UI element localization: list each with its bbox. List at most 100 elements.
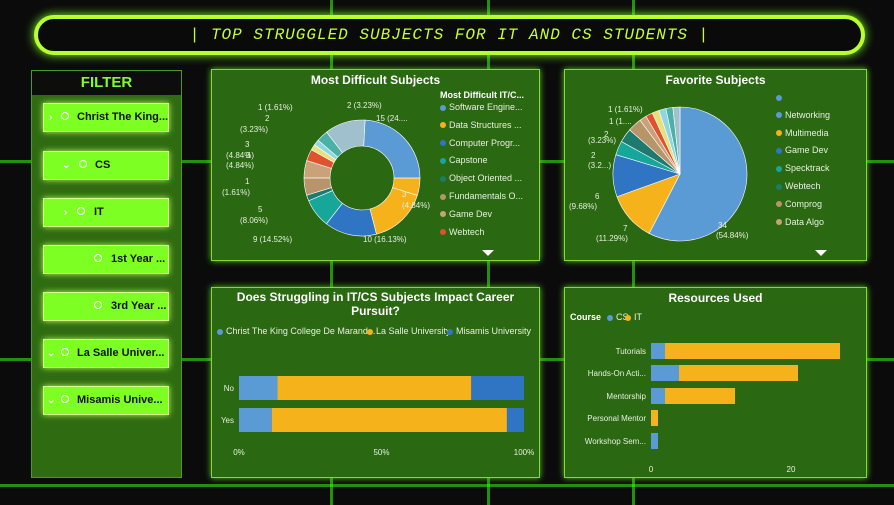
- axis-tick-label: 50%: [373, 448, 389, 457]
- bar-segment[interactable]: [651, 410, 658, 426]
- legend-entry[interactable]: Webtech: [440, 227, 484, 237]
- bar-segment[interactable]: [651, 365, 679, 381]
- legend-marker: [776, 112, 782, 119]
- legend-entry[interactable]: Specktrack: [776, 163, 830, 173]
- legend-marker: [440, 211, 446, 218]
- legend-entry[interactable]: Networking: [776, 110, 830, 120]
- legend-entry[interactable]: Computer Progr...: [440, 138, 520, 148]
- most-difficult-legend-title: Most Difficult IT/C...: [440, 90, 524, 100]
- chevron-right-icon[interactable]: ›: [64, 207, 68, 218]
- radio-circle-icon[interactable]: [94, 301, 102, 309]
- slicer-item[interactable]: › IT: [43, 198, 169, 227]
- legend-label: CS: [616, 312, 629, 322]
- pie-slice[interactable]: [326, 119, 366, 154]
- career-impact-bar-chart[interactable]: No Yes 0% 50% 100%: [212, 288, 541, 479]
- bar-segment[interactable]: [651, 388, 665, 404]
- bar-segment[interactable]: [239, 376, 278, 400]
- bar-segment[interactable]: [665, 343, 840, 359]
- data-label: 3: [245, 140, 250, 149]
- legend-entry[interactable]: Software Engine...: [440, 102, 523, 112]
- axis-tick-label: 20: [787, 465, 796, 474]
- slicer-item[interactable]: ⌄ Misamis Unive...: [43, 386, 169, 415]
- data-label: (54.84%): [716, 231, 749, 240]
- slicer-item[interactable]: 3rd Year ...: [43, 292, 169, 321]
- bar-segment[interactable]: [239, 408, 272, 432]
- slicer-item-label: 1st Year ...: [111, 253, 166, 265]
- pie-slice[interactable]: [672, 106, 681, 175]
- data-label: (3.2...): [588, 161, 611, 170]
- legend-marker: [440, 104, 446, 111]
- legend-entry[interactable]: Game Dev: [440, 209, 492, 219]
- legend-label: Object Oriented ...: [449, 173, 523, 184]
- bar-segment[interactable]: [679, 365, 798, 381]
- resources-used-bar-chart[interactable]: Tutorials Hands-On Acti... Mentorship Perso…: [565, 288, 868, 479]
- bar-segment[interactable]: [506, 408, 524, 432]
- legend-scroll-down-icon[interactable]: [815, 250, 827, 256]
- bar-segment[interactable]: [271, 408, 507, 432]
- pie-slice[interactable]: [369, 187, 418, 235]
- legend-entry[interactable]: Misamis University: [447, 326, 531, 336]
- dashboard-title-bar: | TOP STRUGGLED SUBJECTS FOR IT AND CS S…: [34, 15, 865, 55]
- legend-entry[interactable]: Data Structures ...: [440, 120, 522, 130]
- chevron-down-icon[interactable]: ⌄: [47, 395, 56, 406]
- legend-label: Webtech: [785, 181, 821, 191]
- legend-entry[interactable]: CS: [607, 312, 629, 322]
- bar-segment[interactable]: [665, 388, 735, 404]
- category-label: Yes: [221, 416, 234, 425]
- favorite-subjects-pie-chart[interactable]: 1 (1.61%)1 (1....2(3.23%)2(3.2...)6(9.68…: [565, 70, 868, 262]
- category-label: Personal Mentor: [587, 414, 646, 423]
- slicer-item[interactable]: 1st Year ...: [43, 245, 169, 274]
- slicer-item-label: IT: [94, 206, 104, 218]
- legend-marker: [440, 158, 446, 165]
- radio-circle-icon[interactable]: [77, 207, 85, 215]
- legend-entry[interactable]: Object Oriented ...: [440, 173, 522, 183]
- slicer-item-label: Christ The King...: [77, 111, 169, 123]
- legend-scroll-down-icon[interactable]: [482, 250, 494, 256]
- legend-label: Software Engine...: [449, 102, 523, 112]
- legend-marker: [447, 328, 453, 335]
- most-difficult-donut-chart[interactable]: 2 (3.23%)15 (24....3(4.84%)10 (16.13%)9 …: [212, 70, 541, 262]
- radio-circle-icon[interactable]: [79, 160, 87, 168]
- slicer-item[interactable]: ⌄ La Salle Univer...: [43, 339, 169, 368]
- chevron-down-icon[interactable]: ⌄: [62, 160, 71, 171]
- bar-segment[interactable]: [651, 433, 658, 449]
- axis-tick-label: 0%: [233, 448, 245, 457]
- legend-entry[interactable]: Christ The King College De Marand...: [217, 326, 375, 336]
- data-label: 2 (3.23%): [347, 101, 382, 110]
- legend-label: Data Algo: [785, 216, 825, 227]
- pie-slice[interactable]: [648, 106, 748, 242]
- legend-entry[interactable]: La Salle University: [367, 326, 451, 336]
- legend-entry[interactable]: Game Dev: [776, 145, 828, 155]
- data-label: (1.61%): [222, 188, 250, 197]
- legend-entry[interactable]: IT: [625, 312, 642, 322]
- bar-segment[interactable]: [471, 376, 524, 400]
- pie-slice[interactable]: [363, 119, 421, 179]
- legend-entry[interactable]: [776, 92, 785, 102]
- legend-entry[interactable]: Data Algo: [776, 217, 824, 227]
- legend-entry[interactable]: Capstone: [440, 155, 488, 165]
- bar-segment[interactable]: [651, 343, 665, 359]
- radio-circle-icon[interactable]: [61, 112, 69, 120]
- legend-entry[interactable]: Fundamentals O...: [440, 191, 523, 201]
- legend-label: Webtech: [449, 226, 485, 237]
- radio-circle-icon[interactable]: [61, 395, 69, 403]
- chevron-right-icon[interactable]: ›: [49, 112, 53, 123]
- legend-label: Misamis University: [456, 326, 532, 336]
- bar-segment[interactable]: [277, 376, 472, 400]
- legend-marker: [217, 328, 223, 335]
- radio-circle-icon[interactable]: [61, 348, 69, 356]
- legend-marker: [776, 94, 782, 101]
- slicer-item[interactable]: ⌄ CS: [43, 151, 169, 180]
- legend-entry[interactable]: Comprog: [776, 199, 822, 209]
- slicer-item[interactable]: › Christ The King...: [43, 103, 169, 132]
- legend-marker: [776, 201, 782, 208]
- legend-entry[interactable]: Webtech: [776, 181, 820, 191]
- legend-entry[interactable]: Multimedia: [776, 128, 829, 138]
- legend-marker: [607, 314, 613, 321]
- radio-circle-icon[interactable]: [94, 254, 102, 262]
- chevron-down-icon[interactable]: ⌄: [47, 348, 56, 359]
- data-label: (4.84%): [402, 201, 430, 210]
- axis-tick-label: 100%: [514, 448, 534, 457]
- category-label: No: [224, 384, 235, 393]
- data-label: (9.68%): [569, 202, 597, 211]
